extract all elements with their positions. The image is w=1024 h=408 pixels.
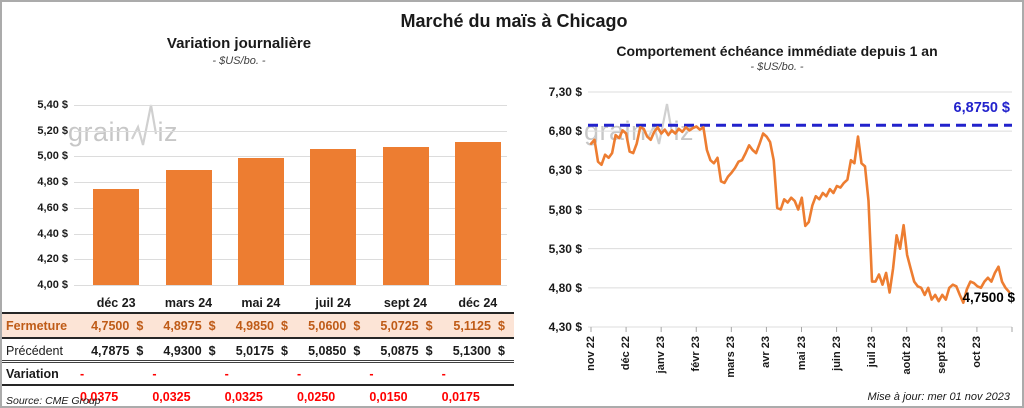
- y-tick-label: 4,30 $: [548, 320, 582, 334]
- y-tick-label: 4,80 $: [37, 176, 68, 189]
- y-tick-label: 6,30 $: [548, 163, 582, 178]
- y-tick-label: 5,00 $: [37, 150, 68, 163]
- gridline: [74, 130, 507, 132]
- x-tick-label: oct 23: [970, 336, 983, 368]
- gridline: [74, 105, 507, 106]
- x-tick-label: juin 23: [830, 336, 843, 371]
- x-tick-label: août 23: [900, 336, 913, 375]
- previous-value-cell: 5,0850 $: [308, 344, 361, 358]
- line-chart-y-axis: 7,30 $ 6,80 $ 6,30 $ 5,80 $ 5,30 $ 4,80 $ 4,30…: [520, 85, 582, 337]
- source-note: Source: CME Group: [6, 395, 101, 407]
- x-tick-label: juil 23: [865, 336, 878, 368]
- line-chart-x-axis: nov 22 déc 22 janv 23 févr 23 mars 23 avr 23 m…: [585, 332, 1012, 392]
- row-label: Fermeture: [6, 319, 68, 333]
- y-tick-label: 7,30 $: [548, 85, 582, 99]
- previous-value-cell: 4,7875 $: [91, 344, 144, 358]
- previous-value-cell: 5,0175 $: [235, 344, 288, 358]
- y-tick-label: 4,60 $: [37, 201, 68, 214]
- bar-sept 24: [382, 147, 429, 285]
- x-tick-label: avr 23: [760, 336, 773, 368]
- variation-value-cell: - 0,0375: [80, 367, 119, 404]
- table-row-precedent: Précédent 4,7875 $ 4,9300 $ 5,0175 $ 5,0850…: [2, 339, 514, 363]
- x-tick-label: mars 23: [725, 336, 738, 378]
- bar-déc 24: [454, 141, 501, 285]
- variation-value-cell: - 0,0325: [152, 367, 191, 404]
- futures-table: déc 23 mars 24 mai 24 juil 24 sept 24 dé…: [2, 293, 514, 404]
- x-tick-label: sept 23: [935, 336, 948, 374]
- gridline: [74, 156, 507, 158]
- gridline: [74, 182, 507, 184]
- close-value-cell: 5,0725 $: [380, 319, 433, 333]
- gridline: [74, 259, 507, 261]
- line-chart-plot: 6,8750 $ 4,7500 $: [588, 91, 1015, 332]
- previous-value-cell: 4,9300 $: [163, 344, 216, 358]
- column-header: mars 24: [164, 296, 213, 310]
- bar-juil 24: [310, 148, 357, 285]
- bar-chart-subtitle: - $US/bo. -: [212, 55, 266, 67]
- y-tick-label: 4,80 $: [548, 280, 582, 295]
- bar-mai 24: [237, 158, 284, 285]
- reference-line-label: 6,8750 $: [953, 100, 1010, 116]
- close-value-cell: 4,9850 $: [235, 319, 288, 333]
- variation-value-cell: - 0,0175: [441, 367, 480, 404]
- variation-value-cell: - 0,0150: [369, 367, 408, 404]
- update-date-note: Mise à jour: mer 01 nov 2023: [867, 391, 1010, 403]
- x-tick-label: janv 23: [655, 336, 668, 374]
- y-tick-label: 5,40 $: [37, 99, 68, 111]
- page-title: Marché du maïs à Chicago: [400, 11, 628, 31]
- gridline: [74, 233, 507, 235]
- line-chart-title: Comportement échéance immédiate depuis 1…: [616, 43, 938, 59]
- column-header: déc 24: [458, 296, 498, 310]
- y-tick-label: 4,40 $: [37, 227, 68, 240]
- x-tick-label: nov 22: [585, 336, 597, 371]
- row-label: Variation: [6, 367, 59, 381]
- bar-chart-plot: [74, 105, 507, 286]
- y-tick-label: 4,00 $: [37, 279, 68, 291]
- table-row-fermeture: Fermeture 4,7500 $ 4,8975 $ 4,9850 $ 5,0600…: [2, 314, 514, 339]
- last-value-label: 4,7500 $: [962, 290, 1015, 305]
- y-tick-label: 5,20 $: [37, 124, 68, 137]
- variation-value-cell: - 0,0325: [224, 367, 263, 404]
- column-header: déc 23: [96, 296, 136, 310]
- bar-déc 23: [93, 188, 140, 285]
- bar-mars 24: [165, 169, 212, 285]
- close-value-cell: 5,1125 $: [453, 319, 505, 333]
- close-value-cell: 5,0600 $: [308, 319, 361, 333]
- table-header-row: déc 23 mars 24 mai 24 juil 24 sept 24 dé…: [2, 293, 514, 314]
- x-tick-label: déc 22: [620, 336, 633, 371]
- variation-value-cell: - 0,0250: [296, 367, 336, 404]
- gridline: [74, 207, 507, 209]
- column-header: mai 24: [241, 296, 281, 310]
- y-tick-label: 5,80 $: [548, 202, 582, 217]
- x-tick-label: févr 23: [690, 336, 703, 372]
- close-value-cell: 4,7500 $: [91, 319, 144, 333]
- column-header: juil 24: [315, 296, 351, 310]
- gridline: [74, 285, 507, 286]
- table-corner-cell: [2, 293, 80, 312]
- y-tick-label: 4,20 $: [37, 253, 68, 266]
- column-header: sept 24: [383, 296, 428, 310]
- close-value-cell: 4,8975 $: [163, 319, 216, 333]
- y-tick-label: 6,80 $: [548, 124, 582, 139]
- y-tick-label: 5,30 $: [548, 241, 582, 256]
- previous-value-cell: 5,1300 $: [452, 344, 505, 358]
- line-chart-subtitle: - $US/bo. -: [750, 61, 804, 73]
- table-row-variation: Variation - 0,0375 - 0,0325 - 0,0325 - 0…: [2, 363, 514, 404]
- previous-value-cell: 5,0875 $: [380, 344, 433, 358]
- bar-chart-y-axis: 5,40 $ 5,20 $ 5,00 $ 4,80 $ 4,60 $ 4,40 $ 4,20…: [8, 99, 68, 295]
- line-chart-svg: [588, 91, 1013, 332]
- row-label: Précédent: [6, 344, 63, 358]
- bar-chart-title: Variation journalière: [166, 35, 312, 52]
- x-tick-label: mai 23: [795, 336, 808, 371]
